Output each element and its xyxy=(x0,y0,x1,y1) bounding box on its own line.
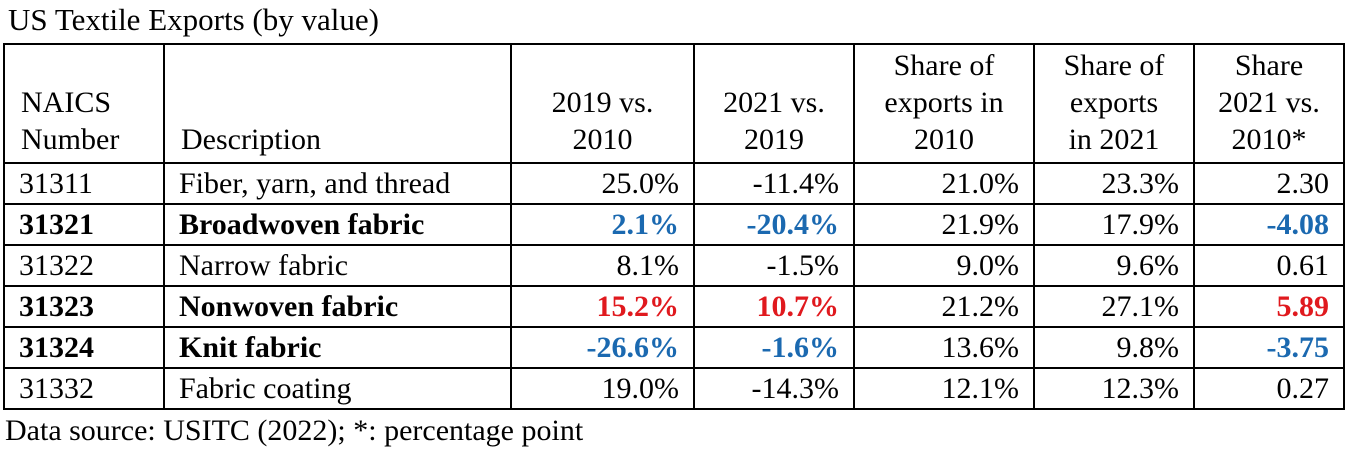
share-2021-cell: 9.8% xyxy=(1033,326,1195,369)
share-2010-cell: 21.0% xyxy=(853,162,1035,205)
table-row: 31322 Narrow fabric 8.1% -1.5% 9.0% 9.6%… xyxy=(3,244,1345,287)
share-2010-cell: 21.9% xyxy=(853,203,1035,246)
share-2021-cell: 12.3% xyxy=(1033,367,1195,410)
col-header-2021-vs-2019: 2021 vs. 2019 xyxy=(693,43,855,164)
col-header-share-2021: Share of exports in 2021 xyxy=(1033,43,1195,164)
share-2010-cell: 13.6% xyxy=(853,326,1035,369)
growth-2019-2010-cell: 2.1% xyxy=(510,203,695,246)
naics-cell: 31311 xyxy=(3,162,165,205)
table-row: 31321 Broadwoven fabric 2.1% -20.4% 21.9… xyxy=(3,203,1345,246)
description-cell: Knit fabric xyxy=(163,326,512,369)
description-cell: Fiber, yarn, and thread xyxy=(163,162,512,205)
description-cell: Nonwoven fabric xyxy=(163,285,512,328)
share-2010-cell: 12.1% xyxy=(853,367,1035,410)
textile-exports-table: NAICS Number Description 2019 vs. 2010 2… xyxy=(3,43,1345,410)
col-header-naics-number: NAICS Number xyxy=(3,43,165,164)
table-row: 31311 Fiber, yarn, and thread 25.0% -11.… xyxy=(3,162,1345,205)
share-change-cell: 0.61 xyxy=(1193,244,1345,287)
table-row: 31323 Nonwoven fabric 15.2% 10.7% 21.2% … xyxy=(3,285,1345,328)
share-change-cell: 5.89 xyxy=(1193,285,1345,328)
header-row: NAICS Number Description 2019 vs. 2010 2… xyxy=(3,43,1345,164)
growth-2021-2019-cell: -11.4% xyxy=(693,162,855,205)
table-row: 31332 Fabric coating 19.0% -14.3% 12.1% … xyxy=(3,367,1345,410)
growth-2021-2019-cell: -1.5% xyxy=(693,244,855,287)
data-source-note: Data source: USITC (2022); *: percentage… xyxy=(5,414,584,447)
naics-cell: 31324 xyxy=(3,326,165,369)
share-change-cell: 2.30 xyxy=(1193,162,1345,205)
share-2010-cell: 9.0% xyxy=(853,244,1035,287)
share-2021-cell: 9.6% xyxy=(1033,244,1195,287)
table-header: NAICS Number Description 2019 vs. 2010 2… xyxy=(3,43,1345,164)
growth-2019-2010-cell: 25.0% xyxy=(510,162,695,205)
growth-2021-2019-cell: -1.6% xyxy=(693,326,855,369)
description-cell: Fabric coating xyxy=(163,367,512,410)
description-cell: Narrow fabric xyxy=(163,244,512,287)
growth-2019-2010-cell: 8.1% xyxy=(510,244,695,287)
share-2021-cell: 23.3% xyxy=(1033,162,1195,205)
growth-2021-2019-cell: -14.3% xyxy=(693,367,855,410)
col-header-share-diff: Share 2021 vs. 2010* xyxy=(1193,43,1345,164)
col-header-2019-vs-2010: 2019 vs. 2010 xyxy=(510,43,695,164)
growth-2019-2010-cell: 15.2% xyxy=(510,285,695,328)
naics-cell: 31323 xyxy=(3,285,165,328)
table-body: 31311 Fiber, yarn, and thread 25.0% -11.… xyxy=(3,162,1345,410)
naics-cell: 31321 xyxy=(3,203,165,246)
growth-2019-2010-cell: -26.6% xyxy=(510,326,695,369)
table-title: US Textile Exports (by value) xyxy=(8,2,379,37)
col-header-description: Description xyxy=(163,43,512,164)
growth-2021-2019-cell: -20.4% xyxy=(693,203,855,246)
share-change-cell: -4.08 xyxy=(1193,203,1345,246)
col-header-share-2010: Share of exports in 2010 xyxy=(853,43,1035,164)
naics-cell: 31332 xyxy=(3,367,165,410)
share-change-cell: 0.27 xyxy=(1193,367,1345,410)
table-row: 31324 Knit fabric -26.6% -1.6% 13.6% 9.8… xyxy=(3,326,1345,369)
growth-2019-2010-cell: 19.0% xyxy=(510,367,695,410)
share-change-cell: -3.75 xyxy=(1193,326,1345,369)
naics-cell: 31322 xyxy=(3,244,165,287)
share-2010-cell: 21.2% xyxy=(853,285,1035,328)
share-2021-cell: 17.9% xyxy=(1033,203,1195,246)
share-2021-cell: 27.1% xyxy=(1033,285,1195,328)
description-cell: Broadwoven fabric xyxy=(163,203,512,246)
growth-2021-2019-cell: 10.7% xyxy=(693,285,855,328)
